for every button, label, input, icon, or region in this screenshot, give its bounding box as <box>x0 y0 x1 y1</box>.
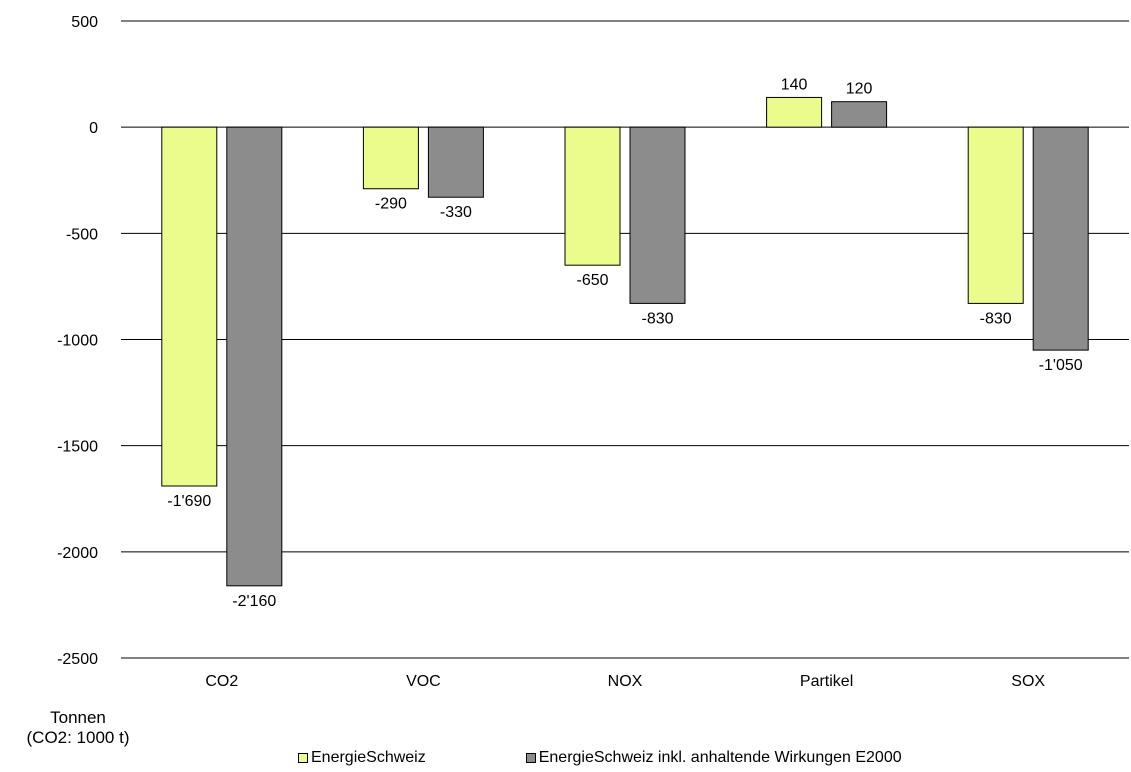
bar-value-label: -1'050 <box>1039 357 1083 374</box>
y-axis-ticks: 500 0 -500 -1000 -1500 -2000 -2500 <box>57 14 98 668</box>
bar-chart: 500 0 -500 -1000 -1500 -2000 -2500 -1'690 -2'16… <box>57 14 1129 690</box>
bar-value-label: -1'690 <box>167 493 211 510</box>
legend-label-energieschweiz-e2000: EnergieSchweiz inkl. anhaltende Wirkunge… <box>538 749 902 766</box>
bar-value-label: 140 <box>781 76 808 93</box>
legend-swatch-energieschweiz <box>298 753 308 763</box>
x-tick-label: VOC <box>406 673 441 690</box>
legend: EnergieSchweiz EnergieSchweiz inkl. anha… <box>298 749 1002 767</box>
bar-value-label: -830 <box>641 310 673 327</box>
x-tick-label: CO2 <box>205 673 238 690</box>
bar-value-label: -290 <box>375 196 407 213</box>
y-tick-label: -2000 <box>57 545 98 562</box>
bar <box>161 126 218 487</box>
bars <box>161 96 1089 587</box>
bar-value-labels: -1'690 -2'160 -290 -330 -650 -830 140 120 -830 -1… <box>167 76 1082 609</box>
bar-value-label: -2'160 <box>232 593 276 610</box>
bar <box>831 101 888 128</box>
unit-label-line1: Tonnen <box>50 708 106 727</box>
bar-value-label: -650 <box>576 272 608 289</box>
x-axis-ticks: CO2 VOC NOX Partikel SOX <box>205 673 1045 690</box>
x-tick-label: SOX <box>1011 673 1045 690</box>
bar <box>629 126 686 304</box>
y-tick-label: -1000 <box>57 333 98 350</box>
x-tick-label: NOX <box>608 673 643 690</box>
bar <box>362 126 419 190</box>
legend-label-energieschweiz: EnergieSchweiz <box>311 749 426 766</box>
bar <box>226 126 283 587</box>
bar <box>1032 126 1089 351</box>
y-tick-label: 0 <box>89 120 98 137</box>
y-axis-unit-label: Tonnen (CO2: 1000 t) <box>0 708 156 748</box>
legend-item-energieschweiz: EnergieSchweiz <box>298 749 426 767</box>
y-tick-label: -2500 <box>57 651 98 668</box>
legend-swatch-energieschweiz-e2000 <box>525 753 536 763</box>
bar <box>564 126 621 266</box>
bar-value-label: -830 <box>980 310 1012 327</box>
bar <box>766 96 823 128</box>
bar <box>967 126 1024 304</box>
bar <box>427 126 484 198</box>
x-tick-label: Partikel <box>800 673 853 690</box>
unit-label-line2: (CO2: 1000 t) <box>26 728 130 747</box>
legend-item-energieschweiz-e2000: EnergieSchweiz inkl. anhaltende Wirkunge… <box>525 749 902 767</box>
bar-value-label: -330 <box>440 204 472 221</box>
bar-value-label: 120 <box>846 81 873 98</box>
gridlines <box>121 20 1129 659</box>
y-tick-label: -1500 <box>57 439 98 456</box>
y-tick-label: -500 <box>66 226 98 243</box>
y-tick-label: 500 <box>71 14 98 31</box>
